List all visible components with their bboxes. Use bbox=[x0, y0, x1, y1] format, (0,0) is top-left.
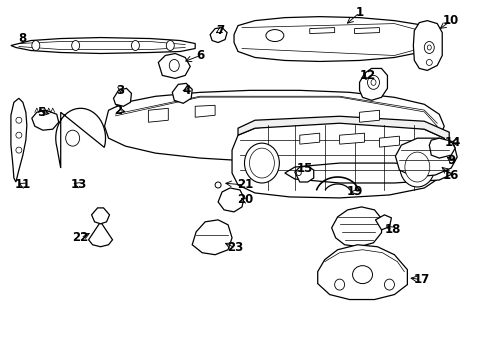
Text: 10: 10 bbox=[442, 14, 458, 27]
Ellipse shape bbox=[215, 182, 221, 188]
Ellipse shape bbox=[424, 41, 433, 54]
Ellipse shape bbox=[334, 279, 344, 290]
Ellipse shape bbox=[32, 41, 40, 50]
Text: 4: 4 bbox=[182, 84, 190, 97]
Polygon shape bbox=[104, 90, 443, 162]
Ellipse shape bbox=[169, 59, 179, 71]
Text: 13: 13 bbox=[70, 179, 86, 192]
Polygon shape bbox=[317, 245, 407, 300]
Polygon shape bbox=[195, 105, 215, 117]
Text: 11: 11 bbox=[15, 179, 31, 192]
Text: 16: 16 bbox=[442, 168, 458, 181]
Polygon shape bbox=[11, 37, 195, 54]
Ellipse shape bbox=[427, 45, 430, 50]
Text: 6: 6 bbox=[196, 49, 204, 62]
Polygon shape bbox=[379, 136, 399, 147]
Polygon shape bbox=[375, 215, 390, 230]
Text: 22: 22 bbox=[72, 231, 89, 244]
Ellipse shape bbox=[16, 132, 22, 138]
Polygon shape bbox=[232, 121, 448, 198]
Ellipse shape bbox=[399, 147, 434, 187]
Text: 3: 3 bbox=[116, 84, 124, 97]
Ellipse shape bbox=[65, 130, 80, 146]
Polygon shape bbox=[148, 108, 168, 122]
Polygon shape bbox=[285, 163, 451, 183]
Text: 12: 12 bbox=[359, 69, 375, 82]
Polygon shape bbox=[91, 208, 109, 224]
Text: 23: 23 bbox=[226, 241, 243, 254]
Ellipse shape bbox=[384, 279, 394, 290]
Text: 8: 8 bbox=[19, 32, 27, 45]
Polygon shape bbox=[331, 207, 382, 247]
Ellipse shape bbox=[352, 266, 372, 284]
Polygon shape bbox=[32, 110, 59, 130]
Text: 2: 2 bbox=[114, 104, 122, 117]
Text: 15: 15 bbox=[296, 162, 312, 175]
Text: 19: 19 bbox=[346, 185, 362, 198]
Ellipse shape bbox=[16, 147, 22, 153]
Text: 18: 18 bbox=[384, 223, 400, 236]
Text: 5: 5 bbox=[37, 106, 45, 119]
Text: 9: 9 bbox=[446, 154, 454, 167]
Polygon shape bbox=[192, 220, 232, 255]
Ellipse shape bbox=[244, 143, 279, 183]
Polygon shape bbox=[359, 110, 379, 122]
Polygon shape bbox=[234, 17, 438, 62]
Polygon shape bbox=[412, 21, 441, 71]
Polygon shape bbox=[294, 166, 313, 182]
Ellipse shape bbox=[367, 75, 379, 89]
Ellipse shape bbox=[404, 152, 429, 182]
Polygon shape bbox=[309, 28, 334, 33]
Ellipse shape bbox=[16, 117, 22, 123]
Text: 7: 7 bbox=[216, 24, 224, 37]
Polygon shape bbox=[158, 54, 190, 78]
Text: 1: 1 bbox=[355, 6, 363, 19]
Text: 17: 17 bbox=[412, 273, 428, 286]
Ellipse shape bbox=[426, 59, 431, 66]
Text: 20: 20 bbox=[236, 193, 253, 206]
Polygon shape bbox=[395, 138, 456, 177]
Ellipse shape bbox=[265, 30, 283, 41]
Polygon shape bbox=[218, 188, 244, 212]
Polygon shape bbox=[299, 133, 319, 144]
Ellipse shape bbox=[370, 80, 375, 85]
Polygon shape bbox=[238, 116, 448, 150]
Polygon shape bbox=[428, 138, 454, 158]
Polygon shape bbox=[210, 28, 226, 42]
Polygon shape bbox=[354, 28, 379, 33]
Polygon shape bbox=[339, 133, 364, 144]
Polygon shape bbox=[172, 84, 192, 103]
Polygon shape bbox=[88, 222, 112, 247]
Ellipse shape bbox=[131, 41, 139, 50]
Ellipse shape bbox=[249, 148, 274, 178]
Polygon shape bbox=[11, 98, 27, 182]
Ellipse shape bbox=[72, 41, 80, 50]
Polygon shape bbox=[359, 68, 386, 100]
Ellipse shape bbox=[296, 171, 301, 176]
Polygon shape bbox=[56, 108, 105, 168]
Text: 14: 14 bbox=[444, 136, 461, 149]
Ellipse shape bbox=[166, 41, 174, 50]
Text: 21: 21 bbox=[236, 179, 253, 192]
Polygon shape bbox=[113, 88, 131, 106]
